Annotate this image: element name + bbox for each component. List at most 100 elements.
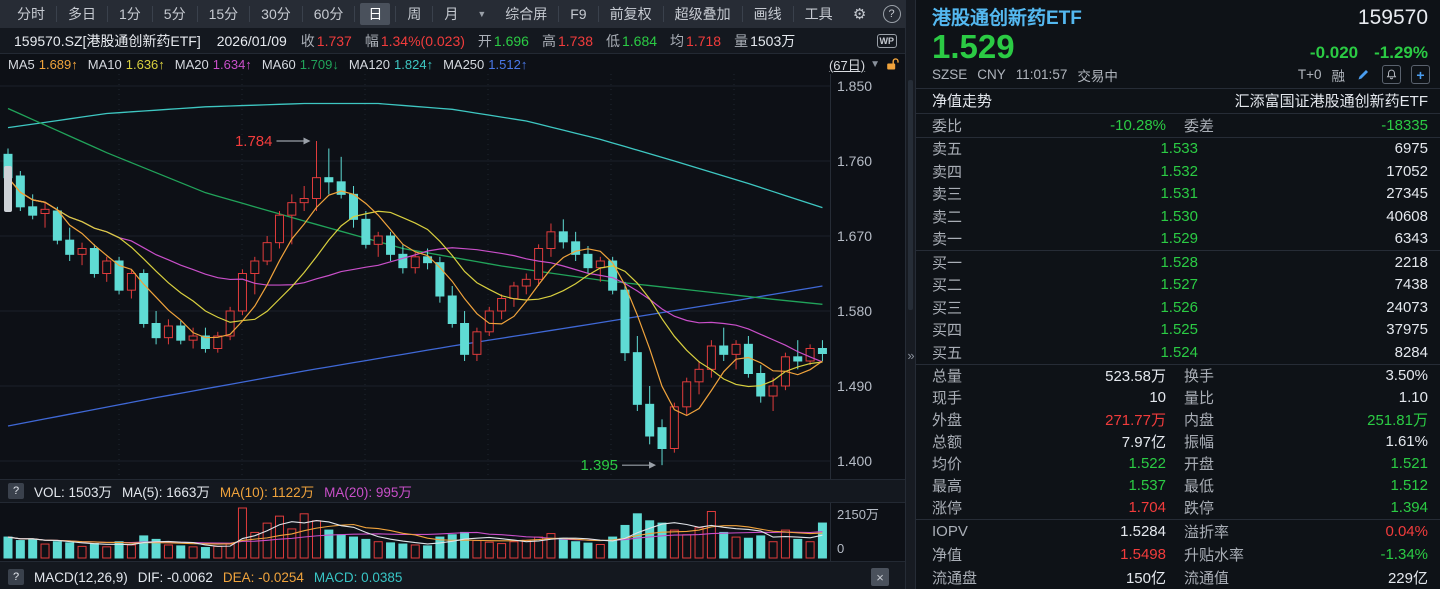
field-量: 量 1503万 — [734, 32, 796, 49]
ma-indicator-bar: MA5 1.689↑ MA10 1.636↑ MA20 1.634↑ MA60 1.709↓ M… — [0, 54, 905, 74]
ask-row-3[interactable]: 卖三 1.531 27345 — [932, 185, 1428, 204]
bid-row-1[interactable]: 买一 1.528 2218 — [932, 253, 1428, 272]
action-button-4[interactable]: 画线 — [743, 6, 794, 22]
svg-text:1.395: 1.395 — [580, 457, 618, 474]
stat-row-3: 总额 7.97亿 振幅 1.61% — [932, 433, 1428, 452]
volume-chart[interactable]: 2150万 0 — [0, 503, 905, 561]
fund-stat-row-0: IOPV 1.5284 溢折率 0.04% — [932, 522, 1428, 541]
price-chart-area: 1.850 1.760 1.670 1.580 1.490 1.400 1.784 1.395 — [0, 74, 905, 479]
tab-period-0[interactable]: 分时 — [6, 6, 57, 22]
field-收: 收 1.737 — [300, 32, 352, 49]
ask-row-2[interactable]: 卖二 1.530 40608 — [932, 207, 1428, 226]
svg-text:1.490: 1.490 — [837, 378, 872, 394]
divider — [916, 518, 1440, 520]
vol-help-icon[interactable]: ? — [8, 483, 24, 499]
ohlc-fields: 收 1.737 幅 1.34%(0.023) 开 1.696 高 1.738 低 1.684 均 1.… — [301, 31, 808, 51]
close-icon[interactable]: × — [871, 568, 889, 586]
add-plus-icon[interactable]: + — [1411, 65, 1430, 85]
chevron-down-icon[interactable]: ▼ — [870, 58, 880, 70]
field-均: 均 1.718 — [670, 32, 722, 49]
bid-levels: 买一 1.528 2218 买二 1.527 7438 买三 1.526 24073 买四 1.52… — [916, 251, 1440, 364]
macd-help-icon[interactable]: ? — [8, 569, 24, 585]
ask-levels: 卖五 1.533 6975 卖四 1.532 17052 卖三 1.531 27345 卖二 1.5… — [916, 138, 1440, 251]
macd-dea: DEA: -0.0254 — [222, 569, 304, 585]
action-button-1[interactable]: F9 — [559, 6, 599, 22]
gear-icon[interactable]: ⚙ — [852, 6, 867, 23]
tab-period-6[interactable]: 60分 — [303, 6, 356, 22]
tab-period-2[interactable]: 1分 — [108, 6, 153, 22]
divider — [916, 112, 1440, 114]
nav-row[interactable]: 净值走势 汇添富国证港股通创新药ETF — [916, 89, 1440, 113]
ask-row-4[interactable]: 卖四 1.532 17052 — [932, 162, 1428, 181]
volume-indicator-bar: ? VOL: 1503万 MA(5): 1663万 MA(10): 1122万 … — [0, 479, 905, 503]
vol-ma5: MA(5): 1663万 — [122, 485, 210, 500]
exchange-label: SZSE — [932, 67, 968, 83]
panel-splitter[interactable]: » — [905, 0, 916, 589]
tab-period-7[interactable]: 日 — [360, 3, 391, 25]
period-tabs: 分时 多日 1分 5分 15分 30分 60分日周月 — [0, 0, 469, 28]
action-button-2[interactable]: 前复权 — [599, 6, 664, 22]
security-code: 159570 — [1357, 6, 1428, 29]
weibi-row-wrap: 委比 -10.28% 委差 -18335 — [916, 114, 1440, 137]
tab-period-8[interactable]: 周 — [395, 6, 434, 22]
wp-badge-icon[interactable]: WP — [876, 33, 897, 48]
ma-item-MA10: MA10 1.636↑ — [87, 56, 165, 72]
stat-row-1: 现手 10 量比 1.10 — [932, 389, 1428, 408]
divider — [916, 363, 1440, 365]
candlestick-chart[interactable]: 1.850 1.760 1.670 1.580 1.490 1.400 1.784 1.395 — [0, 74, 905, 479]
edit-pencil-icon[interactable] — [1355, 66, 1372, 83]
scrollbar-thumb[interactable] — [908, 80, 913, 310]
action-button-0[interactable]: 综合屏 — [494, 6, 560, 22]
tab-period-5[interactable]: 30分 — [250, 6, 303, 22]
stat-row-5: 最高 1.537 最低 1.512 — [932, 477, 1428, 496]
svg-text:2150万: 2150万 — [837, 507, 879, 522]
visible-bars-label[interactable]: (67日) — [828, 57, 866, 73]
ma-item-MA5: MA5 1.689↑ — [8, 56, 78, 72]
security-name: 港股通创新药ETF — [932, 8, 1082, 29]
period-toolbar: 分时 多日 1分 5分 15分 30分 60分日周月 ▼ 综合屏 F9 前复权 超级叠加 画线 工具 … — [0, 0, 928, 28]
vol-ma10: MA(10): 1122万 — [219, 485, 315, 500]
ma-bar-right: (67日) ▼ — [829, 55, 905, 74]
expand-handle-icon[interactable]: » — [907, 348, 915, 363]
field-开: 开 1.696 — [477, 32, 529, 49]
drawer-handle[interactable] — [4, 166, 12, 212]
nav-label: 净值走势 — [932, 93, 993, 111]
currency-label: CNY — [977, 67, 1006, 83]
info-bar: 159570.SZ[港股通创新药ETF] 2026/01/09 收 1.737 幅 1… — [0, 28, 905, 54]
ask-row-5[interactable]: 卖五 1.533 6975 — [932, 140, 1428, 159]
unlock-icon[interactable] — [885, 57, 899, 71]
field-低: 低 1.684 — [606, 32, 658, 49]
field-幅: 幅 1.34%(0.023) — [364, 32, 465, 49]
vol-ma20: MA(20): 995万 — [324, 485, 412, 500]
ask-row-1[interactable]: 卖一 1.529 6343 — [932, 230, 1428, 249]
fund-stat-row-1: 净值 1.5498 升贴水率 -1.34% — [932, 545, 1428, 564]
bid-row-3[interactable]: 买三 1.526 24073 — [932, 298, 1428, 317]
change-value: -0.020 — [1309, 43, 1359, 62]
bid-row-2[interactable]: 买二 1.527 7438 — [932, 276, 1428, 295]
bid-row-5[interactable]: 买五 1.524 8284 — [932, 343, 1428, 362]
action-button-3[interactable]: 超级叠加 — [664, 6, 743, 22]
volume-pane: 2150万 0 — [0, 503, 905, 561]
divider — [916, 136, 1440, 138]
divider — [916, 250, 1440, 252]
chart-panel: 分时 多日 1分 5分 15分 30分 60分日周月 ▼ 综合屏 F9 前复权 超级叠加 画线 工具 … — [0, 0, 928, 586]
last-price: 1.529 — [932, 28, 1015, 65]
action-button-5[interactable]: 工具 — [804, 6, 833, 22]
tab-period-4[interactable]: 15分 — [198, 6, 251, 22]
tab-period-3[interactable]: 5分 — [153, 6, 198, 22]
tab-period-9[interactable]: 月 — [444, 6, 459, 22]
tab-period-1[interactable]: 多日 — [57, 6, 108, 22]
help-icon[interactable]: ? — [882, 5, 901, 23]
price-change: -0.020 -1.29% — [1310, 43, 1428, 63]
fund-name: 汇添富国证港股通创新药ETF — [1234, 93, 1428, 111]
svg-text:1.850: 1.850 — [837, 78, 872, 94]
tplus-badge: T+0 — [1297, 67, 1322, 83]
stat-row-6: 涨停 1.704 跌停 1.394 — [932, 499, 1428, 518]
ma-item-MA60: MA60 1.709↓ — [261, 56, 339, 72]
svg-text:1.400: 1.400 — [837, 453, 872, 469]
alert-bell-icon[interactable] — [1382, 65, 1401, 85]
bid-row-4[interactable]: 买四 1.525 37975 — [932, 321, 1428, 340]
periods-dropdown-icon[interactable]: ▼ — [477, 9, 487, 19]
